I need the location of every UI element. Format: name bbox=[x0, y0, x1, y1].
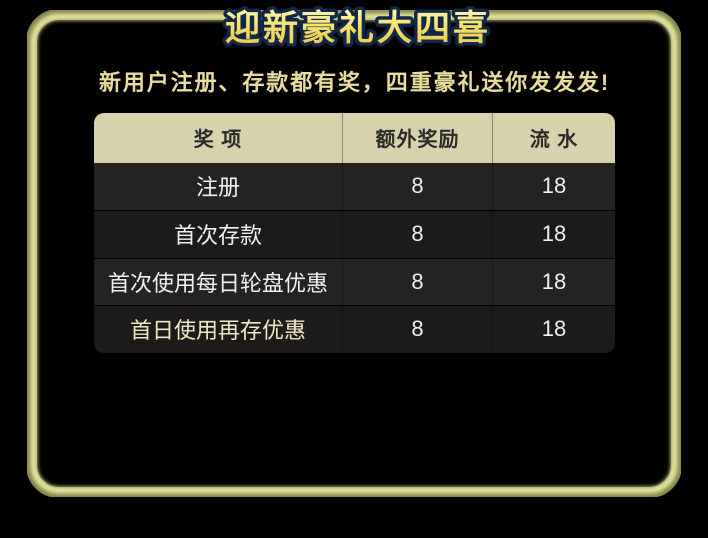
svg-text:迎新豪礼大四喜: 迎新豪礼大四喜 bbox=[225, 9, 491, 48]
